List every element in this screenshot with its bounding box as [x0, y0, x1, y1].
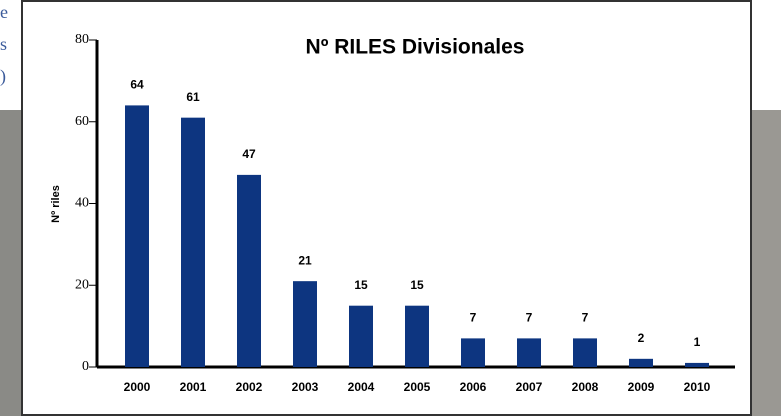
value-label: 61: [186, 90, 200, 104]
value-label: 7: [526, 311, 533, 325]
value-label: 7: [582, 311, 589, 325]
bar: [237, 174, 261, 367]
bar: [125, 105, 149, 368]
x-tick-label: 2007: [516, 380, 543, 394]
x-tick-label: 2001: [180, 380, 207, 394]
y-tick-label: 20: [75, 277, 89, 292]
value-label: 15: [354, 278, 368, 292]
y-axis-label: Nº riles: [50, 185, 62, 223]
value-label: 2: [638, 331, 645, 345]
background-photo: [752, 110, 781, 416]
side-text: s: [0, 34, 7, 54]
x-tick-label: 2005: [404, 380, 431, 394]
bar: [517, 338, 541, 367]
x-tick-label: 2002: [236, 380, 263, 394]
background-photo: [0, 110, 22, 416]
bar: [181, 117, 205, 367]
x-tick-label: 2004: [348, 380, 375, 394]
x-tick-label: 2003: [292, 380, 319, 394]
x-tick-label: 2010: [684, 380, 711, 394]
bar: [573, 338, 597, 367]
y-tick-label: 40: [75, 196, 89, 211]
side-text: e: [0, 2, 8, 22]
x-tick-label: 2008: [572, 380, 599, 394]
y-tick-label: 80: [75, 32, 89, 47]
side-text: ): [0, 66, 6, 87]
value-label: 1: [694, 335, 701, 349]
value-label: 47: [242, 147, 256, 161]
x-tick-label: 2006: [460, 380, 487, 394]
value-label: 64: [130, 78, 144, 92]
bar: [461, 338, 485, 367]
x-tick-label: 2000: [124, 380, 151, 394]
value-label: 21: [298, 253, 312, 267]
value-label: 15: [410, 278, 424, 292]
y-tick-label: 0: [82, 359, 89, 374]
bar: [349, 305, 373, 367]
bar: [685, 362, 709, 367]
y-tick-label: 60: [75, 114, 89, 129]
chart-title: Nº RILES Divisionales: [306, 36, 525, 59]
bar: [629, 358, 653, 367]
bar: [405, 305, 429, 367]
bar: [293, 281, 317, 367]
value-label: 7: [470, 311, 477, 325]
x-tick-label: 2009: [628, 380, 655, 394]
